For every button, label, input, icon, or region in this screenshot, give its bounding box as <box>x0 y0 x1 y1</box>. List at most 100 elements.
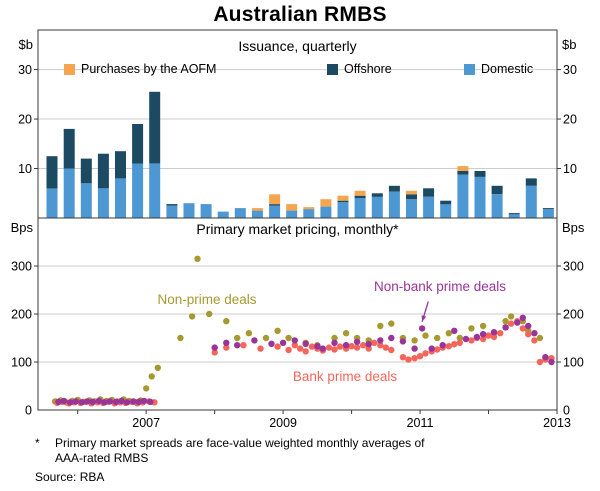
legend-item-domestic: Domestic <box>464 62 533 76</box>
point-bank-prime-deals <box>456 339 463 346</box>
annotation-arrowhead <box>421 315 427 322</box>
legend-item-offshore: Offshore <box>327 62 392 76</box>
point-non-bank-prime-deals <box>439 342 446 349</box>
bar-segment-offshore <box>46 156 58 189</box>
point-non-prime-deals <box>507 313 515 320</box>
point-non-bank-prime-deals <box>135 398 142 405</box>
annotation-non-prime-deals: Non-prime deals <box>157 292 257 307</box>
point-non-prime-deals <box>479 322 487 330</box>
bar-segment-offshore <box>132 124 144 164</box>
bar-segment-offshore <box>149 91 161 164</box>
bar-segment-offshore <box>354 195 366 199</box>
bar-segment-domestic <box>423 196 435 218</box>
point-non-bank-prime-deals <box>78 399 86 406</box>
point-non-prime-deals <box>411 337 418 344</box>
bar-segment-domestic <box>200 204 212 218</box>
bar-segment-domestic <box>80 183 92 218</box>
point-non-bank-prime-deals <box>542 354 549 361</box>
point-bank-prime-deals <box>451 341 458 348</box>
bar-segment-offshore <box>525 178 537 186</box>
y-tick-label: 20 <box>563 113 577 127</box>
chart-title: Australian RMBS <box>213 3 387 26</box>
point-non-prime-deals <box>445 330 452 337</box>
bar-segment-offshore <box>491 185 503 195</box>
bar-segment-purchases-by-the-aofm <box>337 195 349 201</box>
point-bank-prime-deals <box>274 343 281 350</box>
point-bank-prime-deals <box>331 346 338 353</box>
bar-segment-domestic <box>269 205 281 218</box>
bar-segment-purchases-by-the-aofm <box>320 199 332 207</box>
point-non-bank-prime-deals <box>118 397 125 405</box>
point-non-prime-deals <box>331 334 338 342</box>
point-bank-prime-deals <box>468 337 475 344</box>
bar-segment-purchases-by-the-aofm <box>354 190 366 196</box>
point-bank-prime-deals <box>422 350 429 357</box>
bar-segment-domestic <box>63 168 75 218</box>
y-tick-label: 30 <box>18 63 32 77</box>
legend-label-offshore: Offshore <box>344 62 392 76</box>
point-non-bank-prime-deals <box>514 319 521 326</box>
point-non-bank-prime-deals <box>268 340 275 347</box>
y-tick-label: 300 <box>11 260 32 274</box>
x-tick-label: 2009 <box>269 416 297 430</box>
point-bank-prime-deals <box>297 345 304 352</box>
point-non-bank-prime-deals <box>89 398 97 405</box>
point-non-bank-prime-deals <box>462 335 470 343</box>
point-bank-prime-deals <box>416 353 424 360</box>
bar-segment-domestic <box>406 199 417 218</box>
y-tick-label: 0 <box>563 404 570 418</box>
point-non-bank-prime-deals <box>314 343 321 350</box>
point-bank-prime-deals <box>388 346 395 354</box>
bar-segment-offshore <box>388 185 400 192</box>
bar-segment-domestic <box>474 176 486 218</box>
legend-label-domestic: Domestic <box>481 62 534 76</box>
point-non-bank-prime-deals <box>473 333 481 341</box>
y-tick-label: 100 <box>11 356 32 370</box>
point-bank-prime-deals <box>490 333 498 341</box>
bar-segment-offshore <box>542 208 554 210</box>
point-non-bank-prime-deals <box>67 399 74 406</box>
point-non-bank-prime-deals <box>101 399 108 406</box>
footnote-line1: Primary market spreads are face-value we… <box>55 436 425 450</box>
point-non-bank-prime-deals <box>60 397 68 405</box>
bar-segment-domestic <box>97 188 109 218</box>
point-bank-prime-deals <box>348 343 355 350</box>
bottom-right-unit-label: Bps <box>562 220 585 235</box>
point-non-prime-deals <box>148 373 155 380</box>
aofm-swatch-icon <box>64 63 75 75</box>
point-non-bank-prime-deals <box>95 397 103 405</box>
point-bank-prime-deals <box>525 331 532 338</box>
annotation-non-bank-prime-deals: Non-bank prime deals <box>373 279 507 294</box>
y-tick-label: 0 <box>25 404 32 418</box>
bar-segment-domestic <box>183 203 195 218</box>
bar-segment-offshore <box>166 204 178 206</box>
point-non-bank-prime-deals <box>353 338 361 345</box>
y-tick-label: 10 <box>18 162 32 176</box>
point-non-bank-prime-deals <box>490 329 498 336</box>
point-bank-prime-deals <box>308 343 316 350</box>
point-non-bank-prime-deals <box>106 398 114 405</box>
point-non-bank-prime-deals <box>377 337 384 344</box>
bar-segment-offshore <box>80 158 92 184</box>
y-tick-label: 200 <box>563 308 584 322</box>
point-non-bank-prime-deals <box>223 339 230 346</box>
bar-segment-offshore <box>269 204 281 206</box>
x-tick-label: 2011 <box>407 416 434 430</box>
point-bank-prime-deals <box>399 354 407 361</box>
bar-segment-purchases-by-the-aofm <box>303 207 315 210</box>
x-tick-label: 2007 <box>132 416 160 430</box>
point-bank-prime-deals <box>257 345 264 352</box>
point-non-prime-deals <box>342 330 350 337</box>
bar-segment-offshore <box>97 153 109 189</box>
point-non-bank-prime-deals <box>519 314 526 321</box>
point-non-prime-deals <box>154 364 161 371</box>
point-bank-prime-deals <box>531 337 538 344</box>
point-bank-prime-deals <box>405 356 412 363</box>
point-bank-prime-deals <box>223 344 230 351</box>
point-bank-prime-deals <box>434 346 441 353</box>
bar-segment-purchases-by-the-aofm <box>269 194 281 205</box>
footnote-line2: AAA-rated RMBS <box>55 451 149 465</box>
bar-segment-domestic <box>46 188 58 218</box>
point-non-bank-prime-deals <box>451 327 458 334</box>
point-non-bank-prime-deals <box>388 334 395 342</box>
